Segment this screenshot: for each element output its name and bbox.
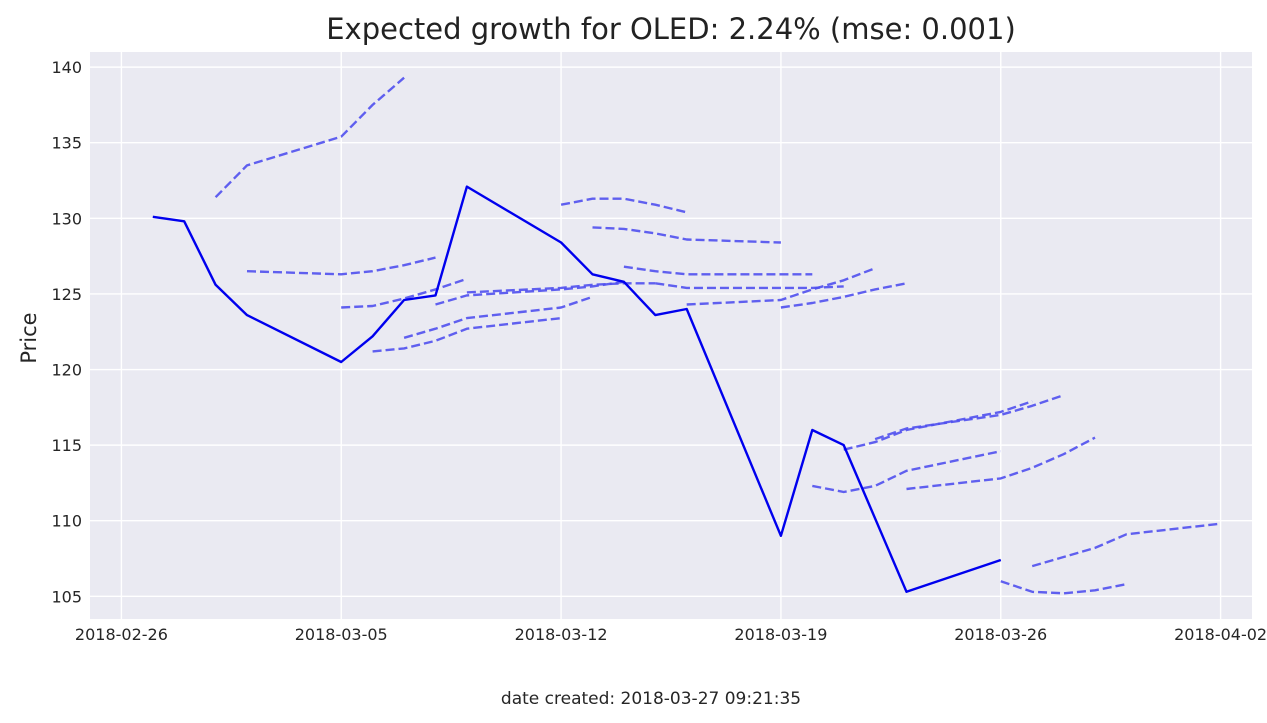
y-tick-label: 130 [51,209,82,228]
x-tick-label: 2018-03-12 [515,625,608,644]
forecast-line-17 [906,436,1096,491]
y-axis-label: Price [17,312,41,363]
forecast-line-4 [372,316,562,353]
actual-price-series [152,185,1002,593]
forecast-line-11 [655,282,844,290]
forecast-line-10 [623,265,813,276]
forecast-line-5 [403,295,593,339]
plot-area [90,52,1252,619]
forecast-line-12 [686,267,876,306]
forecast-line-1 [214,76,405,199]
forecast-line-13 [780,282,907,309]
y-tick-label: 115 [51,436,82,455]
forecast-line-8 [560,197,687,214]
x-axis-ticks: 2018-02-26 2018-03-05 2018-03-12 2018-03-19… [75,625,1267,644]
forecast-lines [214,76,1221,595]
grid [90,52,1252,619]
x-tick-label: 2018-04-02 [1174,625,1267,644]
footer-date-created: date created: 2018-03-27 09:21:35 [501,689,801,709]
forecast-line-18 [1000,580,1127,595]
y-tick-label: 135 [51,134,82,153]
forecast-line-7 [466,282,656,294]
y-tick-label: 140 [51,58,82,77]
forecast-line-2 [246,256,436,276]
x-tick-label: 2018-03-05 [295,625,388,644]
forecast-line-19 [1031,522,1221,568]
y-axis-ticks: 105 110 115 120 125 130 135 140 [51,58,82,606]
forecast-line-15 [843,400,1033,451]
forecast-line-14 [812,450,1002,494]
x-tick-label: 2018-03-19 [734,625,827,644]
chart-title: Expected growth for OLED: 2.24% (mse: 0.… [326,12,1016,46]
x-tick-label: 2018-03-26 [954,625,1047,644]
y-tick-label: 120 [51,361,82,380]
x-tick-label: 2018-02-26 [75,625,168,644]
actual-price-line [152,185,1002,593]
y-tick-label: 105 [51,587,82,606]
forecast-line-16 [874,394,1064,441]
y-tick-label: 110 [51,512,82,531]
forecast-line-3 [341,277,468,309]
forecast-line-9 [592,226,781,244]
y-tick-label: 125 [51,285,82,304]
